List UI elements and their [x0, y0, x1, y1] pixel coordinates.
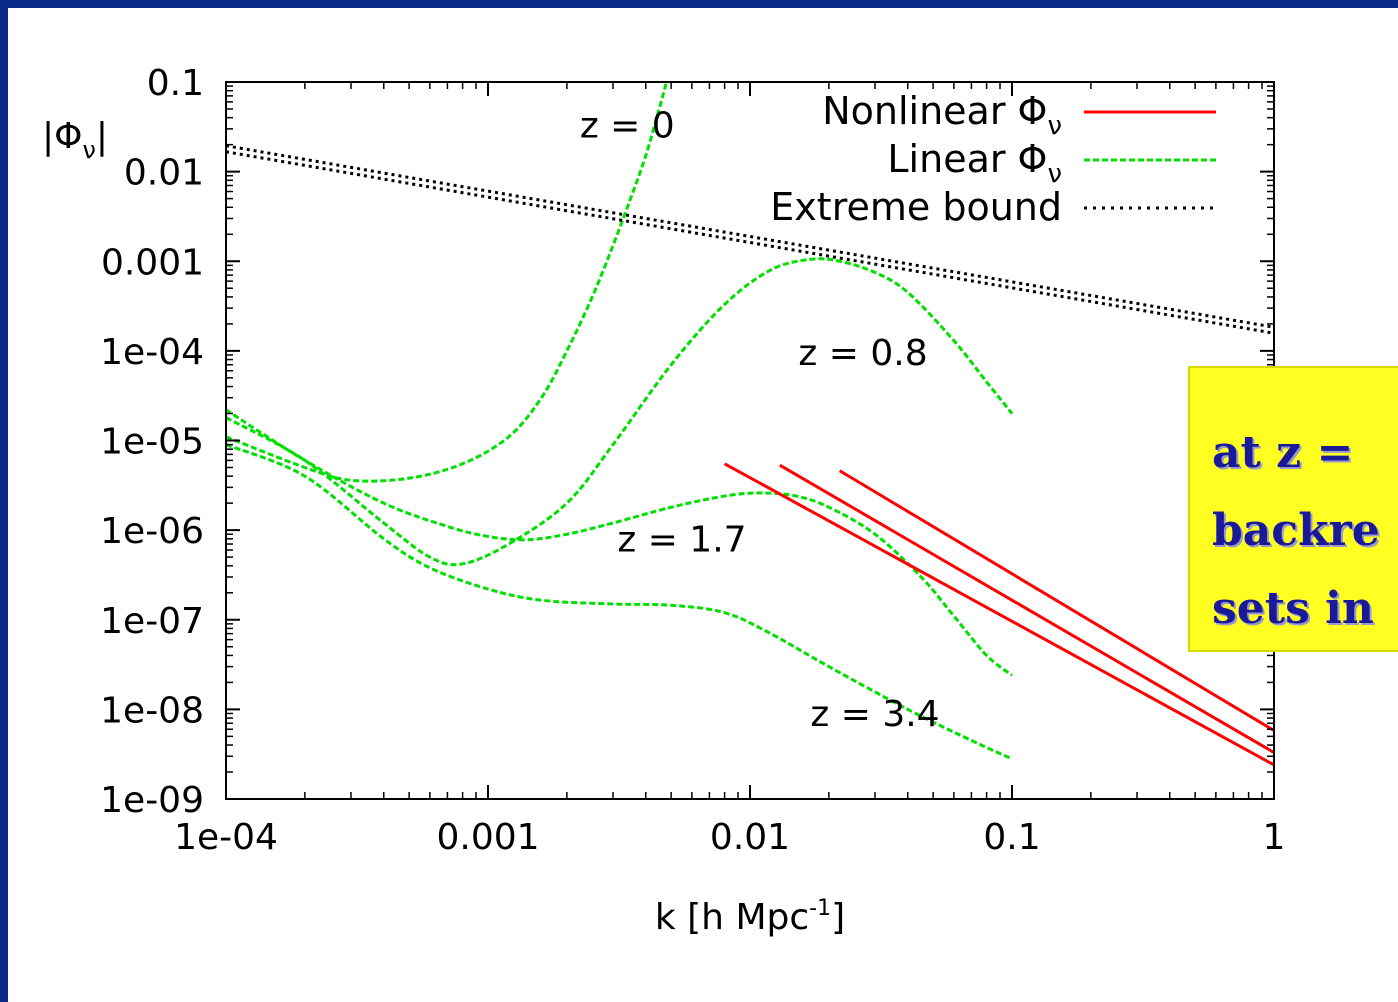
- legend-label: Linear Φν: [887, 137, 1062, 189]
- y-tick-label: 1e-08: [100, 690, 204, 731]
- x-tick-label: 1e-04: [174, 817, 278, 858]
- plot-frame: [226, 82, 1274, 799]
- redshift-label: z = 1.7: [617, 519, 746, 560]
- extreme-bound-line: [226, 146, 1274, 327]
- y-tick-label: 1e-09: [100, 780, 204, 821]
- y-tick-label: 0.001: [101, 242, 204, 283]
- callout-box: at z = backre sets in: [1188, 366, 1398, 652]
- callout-line-1: at z =: [1212, 414, 1398, 492]
- y-tick-label: 1e-04: [100, 332, 204, 373]
- y-axis-title-subscript: ν: [82, 136, 95, 164]
- x-tick-label: 0.01: [710, 817, 790, 858]
- callout-line-3: sets in: [1212, 570, 1398, 648]
- x-tick-label: 0.001: [436, 817, 539, 858]
- redshift-label: z = 0.8: [798, 333, 927, 374]
- y-axis-title-end: |: [96, 116, 108, 157]
- x-tick-label: 1: [1263, 817, 1286, 858]
- y-axis-title: |Φν|: [42, 116, 108, 164]
- y-tick-label: 1e-07: [100, 601, 204, 642]
- x-tick-label: 0.1: [983, 817, 1040, 858]
- legend-label-subscript: ν: [1047, 111, 1062, 141]
- x-axis-title: k [h Mpc-1]: [655, 896, 845, 938]
- y-tick-label: 1e-06: [100, 511, 204, 552]
- slide-canvas: 1e-04 0.001 0.01 0.1 1 0.1 0.01 0.001 1e-04 1e-05…: [8, 8, 1398, 1002]
- y-tick-label: 0.1: [147, 63, 204, 104]
- x-axis-title-superscript: -1: [809, 896, 831, 921]
- x-axis-title-end: ]: [831, 897, 845, 938]
- legend-label: Nonlinear Φν: [822, 89, 1062, 141]
- legend-label: Extreme bound: [770, 185, 1062, 229]
- redshift-label: z = 0: [580, 106, 675, 147]
- extreme-bound-line: [226, 152, 1274, 333]
- redshift-label: z = 3.4: [810, 694, 939, 735]
- y-tick-label: 0.01: [124, 153, 204, 194]
- callout-line-2: backre: [1212, 492, 1398, 570]
- y-tick-label: 1e-05: [100, 422, 204, 463]
